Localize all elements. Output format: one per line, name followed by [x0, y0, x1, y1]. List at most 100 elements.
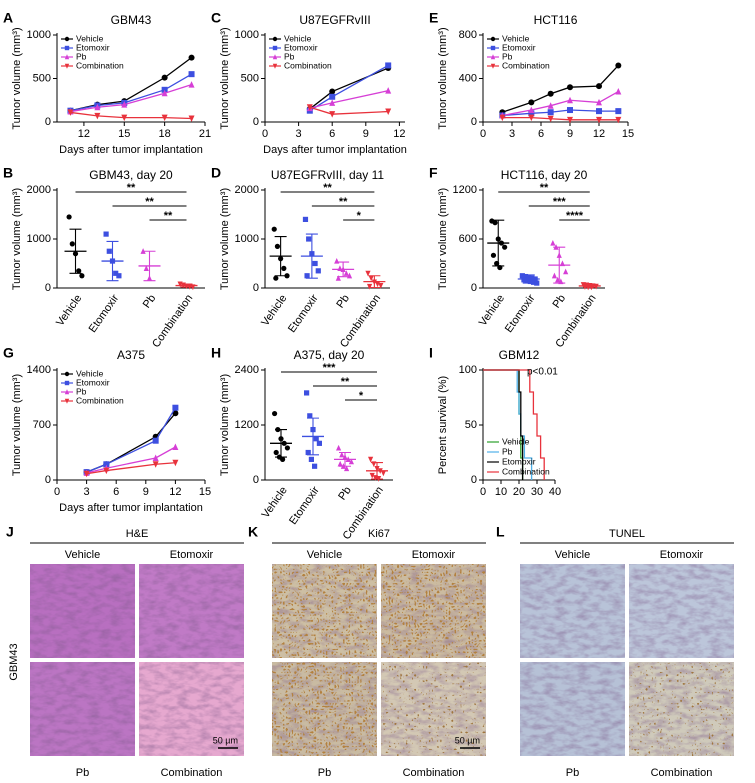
marker: [116, 273, 122, 279]
stained-nuclei: [272, 662, 377, 756]
legend-label: Vehicle: [502, 33, 530, 43]
legend-marker: [64, 371, 70, 377]
panel-letter: C: [211, 10, 221, 26]
y-axis-label: Tumor volume (mm³): [11, 374, 23, 476]
marker: [273, 275, 279, 281]
marker: [280, 456, 286, 462]
legend-marker: [64, 389, 70, 395]
stained-nuclei: [272, 564, 377, 658]
marker: [368, 456, 374, 463]
x-tick-label: Etomoxir: [87, 292, 122, 335]
significance-label: ****: [566, 210, 584, 222]
x-tick-label: 12: [393, 128, 405, 140]
marker: [188, 81, 195, 88]
x-tick-label: 9: [143, 486, 149, 498]
legend-label: Etomoxir: [284, 42, 318, 52]
panel-letter: A: [3, 10, 13, 26]
sd-bar: [274, 236, 287, 277]
x-tick-label: 0: [480, 128, 486, 140]
chart-title: U87EGFRvIII, day 11: [271, 168, 384, 182]
micrograph-texture: [139, 564, 244, 658]
y-tick-label: 500: [241, 72, 259, 84]
marker: [366, 283, 373, 290]
sd-bar: [371, 462, 383, 480]
marker: [281, 265, 287, 271]
marker: [306, 104, 313, 111]
marker: [502, 244, 508, 250]
x-tick-label: Vehicle: [477, 293, 507, 329]
x-tick-label: Etomoxir: [503, 292, 538, 335]
y-tick-label: 1200: [453, 184, 477, 196]
legend-label: Combination: [502, 60, 550, 70]
marker: [312, 260, 318, 267]
significance-label: **: [339, 196, 348, 208]
panel-title: H&E: [126, 528, 149, 540]
marker: [529, 275, 535, 281]
marker: [305, 449, 311, 456]
y-tick-label: 1000: [27, 233, 51, 245]
x-tick-label: Pb: [141, 293, 159, 311]
significance-label: **: [145, 196, 154, 208]
sd-bar: [307, 417, 319, 456]
marker: [547, 102, 554, 109]
sd-bar: [275, 429, 287, 458]
marker: [378, 282, 384, 289]
x-tick-label: 0: [480, 486, 486, 498]
y-tick-label: 0: [253, 116, 259, 128]
marker: [140, 248, 146, 254]
marker: [567, 116, 573, 124]
marker: [369, 472, 375, 479]
y-tick-label: 1000: [27, 29, 51, 41]
y-tick-label: 800: [459, 29, 477, 41]
chart-title: GBM43: [111, 13, 152, 27]
marker: [94, 103, 101, 111]
marker: [307, 413, 313, 419]
legend-marker: [64, 54, 70, 60]
legend-label: Combination: [76, 60, 124, 70]
panel-title: TUNEL: [609, 528, 645, 540]
y-axis-label: Tumor volume (mm³): [437, 27, 449, 129]
legend-marker: [272, 36, 278, 42]
y-tick-label: 1200: [235, 419, 259, 431]
y-tick-label: 500: [33, 72, 51, 84]
y-tick-label: 2000: [235, 184, 259, 196]
marker: [172, 443, 179, 450]
marker: [312, 463, 318, 469]
y-tick-label: 600: [459, 233, 477, 245]
legend-marker: [64, 398, 70, 404]
series-line: [86, 462, 176, 475]
chart-title: U87EGFRvIII: [299, 13, 370, 27]
y-axis-label: Tumor volume (mm³): [437, 188, 449, 290]
row-label: GBM43: [8, 643, 20, 680]
marker: [528, 114, 535, 122]
panel-letter: K: [248, 524, 258, 540]
marker: [335, 275, 341, 281]
marker: [308, 456, 314, 462]
marker: [596, 98, 602, 106]
marker: [271, 226, 277, 232]
legend-marker: [490, 45, 496, 51]
x-tick-label: 6: [329, 128, 335, 140]
marker: [615, 116, 622, 124]
x-tick-label: Etomoxir: [286, 292, 321, 335]
marker: [152, 454, 159, 461]
chart-title: A375: [117, 348, 145, 362]
micrograph-texture: [30, 662, 135, 756]
scale-bar-label: 50 µm: [213, 735, 238, 745]
sd-bar: [143, 250, 156, 282]
panel-letter: I: [429, 345, 433, 361]
legend-label: Etomoxir: [76, 377, 110, 387]
y-tick-label: 1400: [27, 364, 51, 376]
legend-label: Pb: [502, 446, 513, 456]
marker: [348, 458, 354, 465]
legend-label: Combination: [284, 60, 332, 70]
marker: [596, 83, 602, 90]
sd-bar: [583, 284, 596, 288]
y-tick-label: 0: [471, 474, 477, 486]
marker: [551, 272, 558, 279]
marker: [534, 280, 540, 286]
marker: [374, 281, 381, 288]
x-tick-label: 0: [54, 486, 60, 498]
panel-letter: E: [429, 10, 438, 26]
marker: [528, 106, 535, 114]
